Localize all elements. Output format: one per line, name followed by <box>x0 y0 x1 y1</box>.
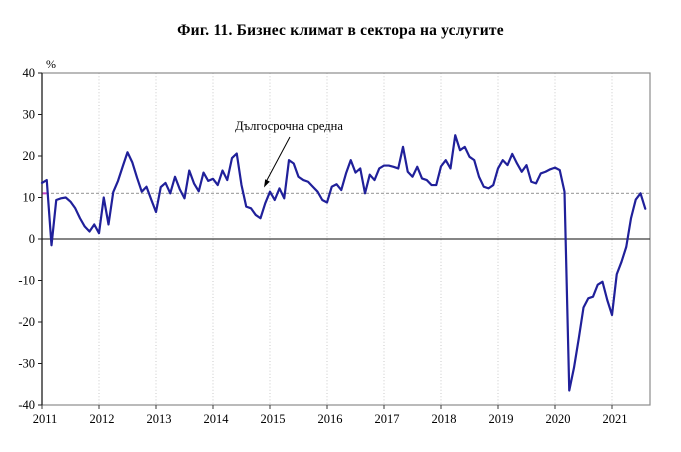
annotation-arrowhead <box>264 179 270 188</box>
annotation: Дългосрочна средна <box>235 119 343 188</box>
y-tick-label: -20 <box>18 315 35 329</box>
x-axis: 2011 2012 2013 2014 2015 2016 2017 2018 2019 2020… <box>33 405 628 426</box>
series-line <box>40 134 647 392</box>
x-tick-label: 2013 <box>147 412 172 426</box>
y-tick-label: 30 <box>23 108 36 122</box>
y-tick-label: 10 <box>23 191 36 205</box>
y-axis-unit-label: % <box>46 57 56 71</box>
year-gridlines <box>98 73 613 405</box>
x-tick-label: 2017 <box>375 412 400 426</box>
y-tick-label: -10 <box>18 274 35 288</box>
y-tick-label: 40 <box>23 66 36 80</box>
x-tick-label: 2019 <box>489 412 514 426</box>
x-tick-label: 2021 <box>603 412 628 426</box>
annotation-text: Дългосрочна средна <box>235 119 343 133</box>
annotation-arrow-line <box>265 136 291 183</box>
x-tick-label: 2015 <box>261 412 286 426</box>
y-tick-label: -30 <box>18 357 35 371</box>
y-tick-label: 20 <box>23 149 36 163</box>
y-axis: 40 30 20 10 0 -10 -20 -30 -40 <box>18 66 43 412</box>
y-tick-label: -40 <box>18 398 35 412</box>
x-tick-label: 2012 <box>90 412 115 426</box>
x-tick-label: 2011 <box>33 412 58 426</box>
figure-title: Фиг. 11. Бизнес климат в сектора на услу… <box>177 22 504 39</box>
x-tick-label: 2016 <box>318 412 343 426</box>
y-tick-label: 0 <box>29 232 35 246</box>
x-tick-label: 2020 <box>546 412 571 426</box>
x-tick-label: 2014 <box>204 412 230 426</box>
x-tick-label: 2018 <box>432 412 457 426</box>
